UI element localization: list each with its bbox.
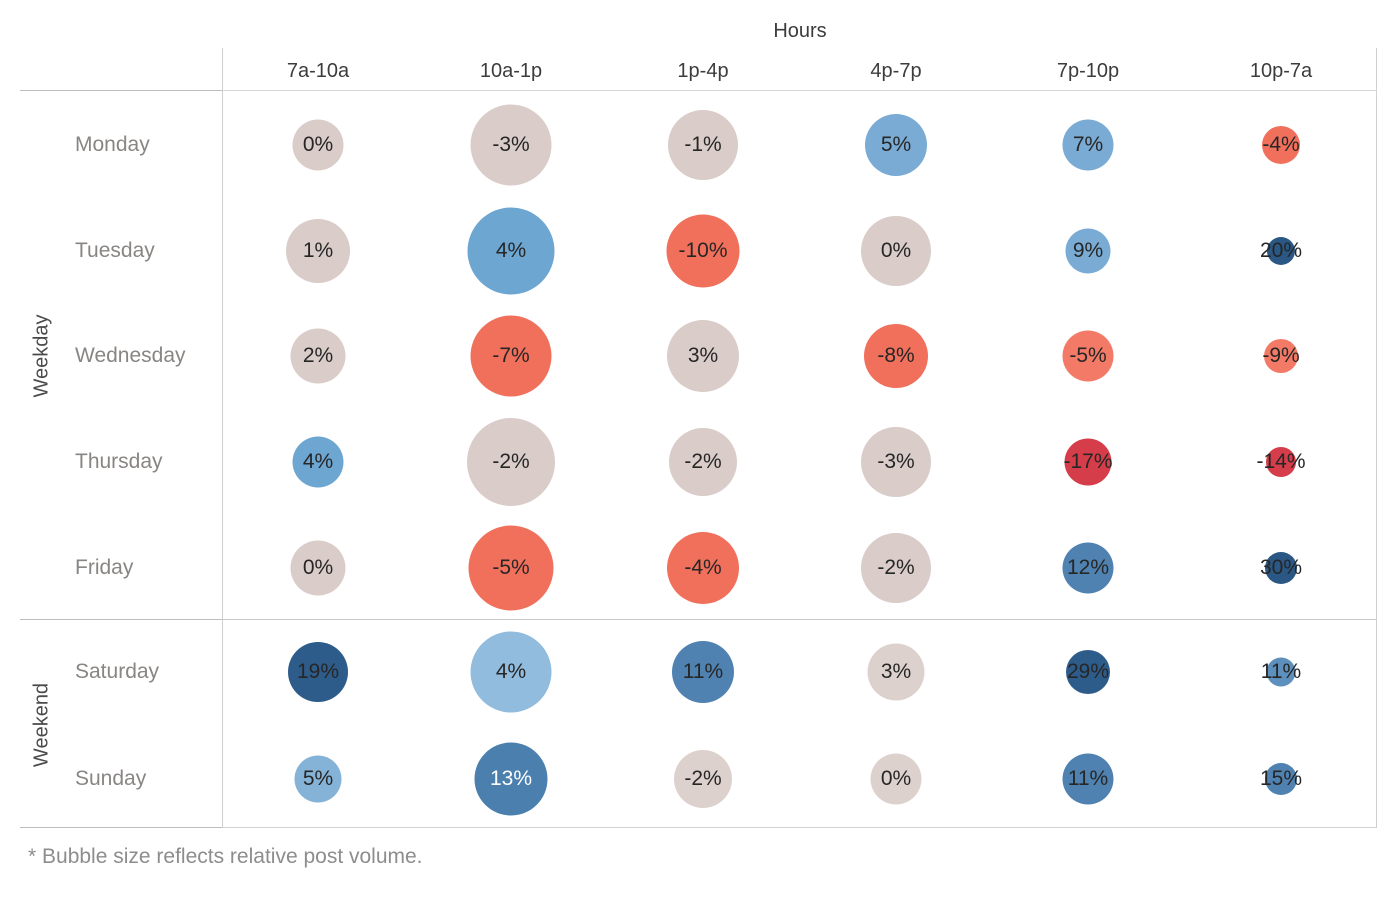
bubble-wednesday-1p-4p[interactable] — [667, 320, 739, 392]
row-label-saturday: Saturday — [75, 660, 160, 683]
bubble-saturday-10a-1p[interactable] — [470, 631, 552, 713]
row-label-tuesday: Tuesday — [75, 239, 155, 262]
bubble-sunday-10p-7a[interactable] — [1265, 763, 1297, 795]
bubble-tuesday-1p-4p[interactable] — [666, 214, 740, 288]
bubble-wednesday-4p-7p[interactable] — [864, 324, 928, 388]
column-header-4p-7p: 4p-7p — [870, 60, 922, 82]
bubble-thursday-10p-7a[interactable] — [1266, 447, 1296, 477]
bubble-friday-1p-4p[interactable] — [667, 532, 739, 604]
grid-line-bottom — [222, 827, 1377, 828]
footnote: * Bubble size reflects relative post vol… — [28, 845, 423, 868]
bubble-wednesday-7p-10p[interactable] — [1062, 330, 1114, 382]
bubble-friday-7p-10p[interactable] — [1062, 542, 1114, 594]
bubble-friday-10a-1p[interactable] — [468, 525, 554, 611]
x-axis-title: Hours — [773, 20, 827, 42]
column-header-10a-1p: 10a-1p — [479, 60, 543, 82]
column-header-10p-7a: 10p-7a — [1249, 60, 1313, 82]
bubble-saturday-4p-7p[interactable] — [867, 643, 925, 701]
bubble-thursday-7a-10a[interactable] — [292, 436, 344, 488]
row-label-sunday: Sunday — [75, 767, 147, 790]
bubble-monday-1p-4p[interactable] — [668, 110, 738, 180]
row-label-thursday: Thursday — [75, 450, 163, 473]
bubble-monday-10p-7a[interactable] — [1262, 126, 1300, 164]
row-label-friday: Friday — [75, 556, 134, 579]
grid-line-bottom-left — [20, 827, 222, 828]
bubble-wednesday-10a-1p[interactable] — [470, 315, 552, 397]
bubble-tuesday-7a-10a[interactable] — [286, 219, 350, 283]
bubble-friday-4p-7p[interactable] — [861, 533, 931, 603]
bubble-monday-4p-7p[interactable] — [865, 114, 927, 176]
bubble-thursday-4p-7p[interactable] — [861, 427, 931, 497]
bubble-friday-10p-7a[interactable] — [1265, 552, 1297, 584]
column-header-7p-10p: 7p-10p — [1056, 60, 1120, 82]
bubble-sunday-7a-10a[interactable] — [294, 755, 342, 803]
bubble-sunday-1p-4p[interactable] — [674, 750, 732, 808]
column-header-1p-4p: 1p-4p — [677, 60, 729, 82]
row-group-label-weekday: Weekday — [30, 314, 53, 398]
bubble-wednesday-7a-10a[interactable] — [290, 328, 346, 384]
bubble-monday-10a-1p[interactable] — [470, 104, 552, 186]
column-header-7a-10a: 7a-10a — [286, 60, 350, 82]
bubble-tuesday-7p-10p[interactable] — [1065, 228, 1111, 274]
row-group-label-weekend: Weekend — [30, 682, 53, 768]
row-label-wednesday: Wednesday — [75, 344, 186, 367]
bubble-tuesday-10a-1p[interactable] — [467, 207, 555, 295]
grid-line-left — [222, 48, 223, 827]
grid-line-header-left — [20, 90, 222, 91]
bubble-saturday-7a-10a[interactable] — [288, 642, 348, 702]
bubble-saturday-7p-10p[interactable] — [1066, 650, 1110, 694]
bubble-thursday-7p-10p[interactable] — [1064, 438, 1112, 486]
bubble-thursday-1p-4p[interactable] — [669, 428, 737, 496]
bubble-thursday-10a-1p[interactable] — [467, 418, 555, 506]
grid-line-header — [222, 90, 1377, 91]
bubble-sunday-10a-1p[interactable] — [474, 742, 548, 816]
bubble-wednesday-10p-7a[interactable] — [1264, 339, 1298, 373]
bubble-monday-7p-10p[interactable] — [1062, 119, 1114, 171]
bubble-saturday-10p-7a[interactable] — [1266, 657, 1296, 687]
grid-line-group-left — [20, 619, 222, 620]
bubble-sunday-7p-10p[interactable] — [1062, 753, 1114, 805]
bubble-tuesday-4p-7p[interactable] — [861, 216, 931, 286]
bubble-sunday-4p-7p[interactable] — [870, 753, 922, 805]
bubble-saturday-1p-4p[interactable] — [672, 641, 734, 703]
bubble-friday-7a-10a[interactable] — [290, 540, 346, 596]
row-label-monday: Monday — [75, 133, 150, 156]
bubble-monday-7a-10a[interactable] — [292, 119, 344, 171]
grid-line-right — [1376, 48, 1377, 827]
bubble-tuesday-10p-7a[interactable] — [1267, 237, 1295, 265]
grid-line-group — [222, 619, 1377, 620]
